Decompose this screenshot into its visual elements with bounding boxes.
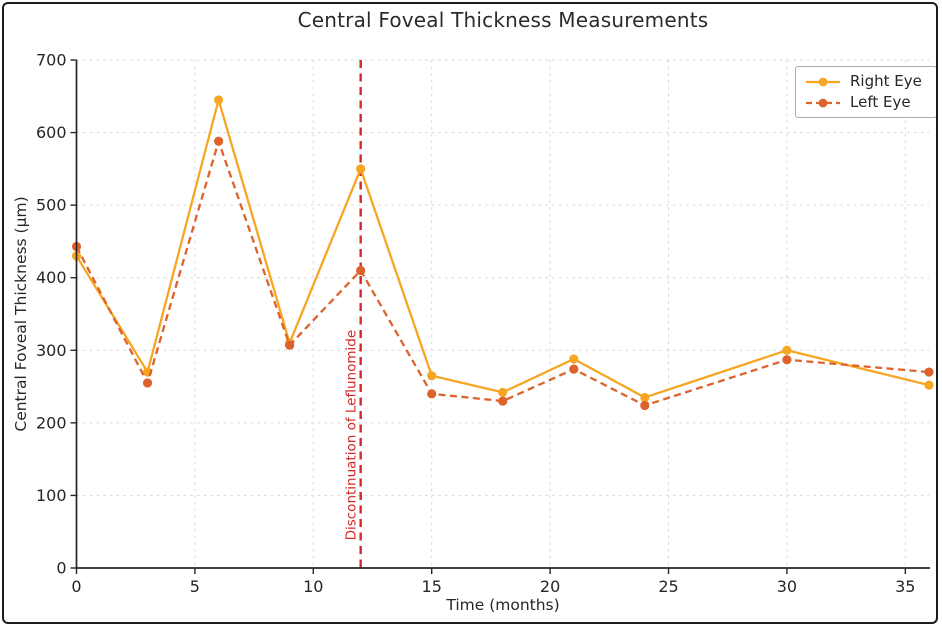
data-point (640, 392, 650, 403)
y-tick-label: 500 (36, 196, 67, 215)
legend-label-left-eye: Left Eye (850, 93, 911, 111)
left-eye-series (71, 136, 934, 411)
legend-item-left-eye: Left Eye (805, 95, 926, 110)
chart-title: Central Foveal Thickness Measurements (297, 8, 709, 32)
x-tick-label: 5 (190, 577, 200, 596)
legend-label-right-eye: Right Eye (850, 72, 922, 90)
data-point (498, 387, 508, 397)
data-point (924, 367, 934, 377)
legend-item-right-eye: Right Eye (805, 74, 926, 89)
data-point (782, 345, 792, 355)
data-point (569, 364, 579, 374)
y-tick-label: 0 (56, 559, 66, 578)
data-point (924, 380, 934, 390)
x-tick-label: 15 (422, 577, 442, 596)
y-tick-label: 600 (36, 123, 67, 142)
data-point (213, 136, 224, 146)
x-tick-label: 30 (777, 577, 797, 596)
data-point (213, 95, 224, 105)
x-tick-label: 25 (658, 577, 678, 596)
left-eye-line-icon (806, 98, 840, 107)
gridlines (76, 59, 929, 569)
data-point (569, 354, 579, 364)
y-axis-label: Central Foveal Thickness (μm) (12, 196, 30, 432)
axes: 0 100 200 300 400 500 600 700 0 5 10 15 20 25 30 35 (36, 51, 930, 596)
data-point (142, 378, 153, 388)
data-point (285, 340, 295, 350)
right-eye-series (71, 95, 934, 403)
data-point (427, 389, 437, 399)
y-tick-label: 700 (36, 51, 67, 70)
x-tick-label: 20 (540, 577, 560, 596)
x-tick-label: 10 (303, 577, 323, 596)
x-tick-label: 35 (895, 577, 915, 596)
data-point (427, 371, 437, 381)
data-point (356, 164, 366, 174)
vline-annotation: Discontinuation of Leflunomide (344, 330, 360, 541)
y-tick-label: 200 (36, 413, 67, 432)
y-tick-label: 100 (36, 486, 67, 505)
legend: Right Eye Left Eye (795, 66, 937, 118)
right-eye-line-icon (806, 77, 840, 86)
x-axis-label: Time (months) (446, 596, 560, 614)
data-point (640, 400, 650, 411)
x-tick-label: 0 (71, 577, 81, 596)
data-point (356, 265, 366, 276)
data-point (782, 355, 792, 365)
data-point (498, 396, 508, 406)
y-tick-label: 400 (36, 268, 67, 287)
y-tick-label: 300 (36, 341, 67, 360)
